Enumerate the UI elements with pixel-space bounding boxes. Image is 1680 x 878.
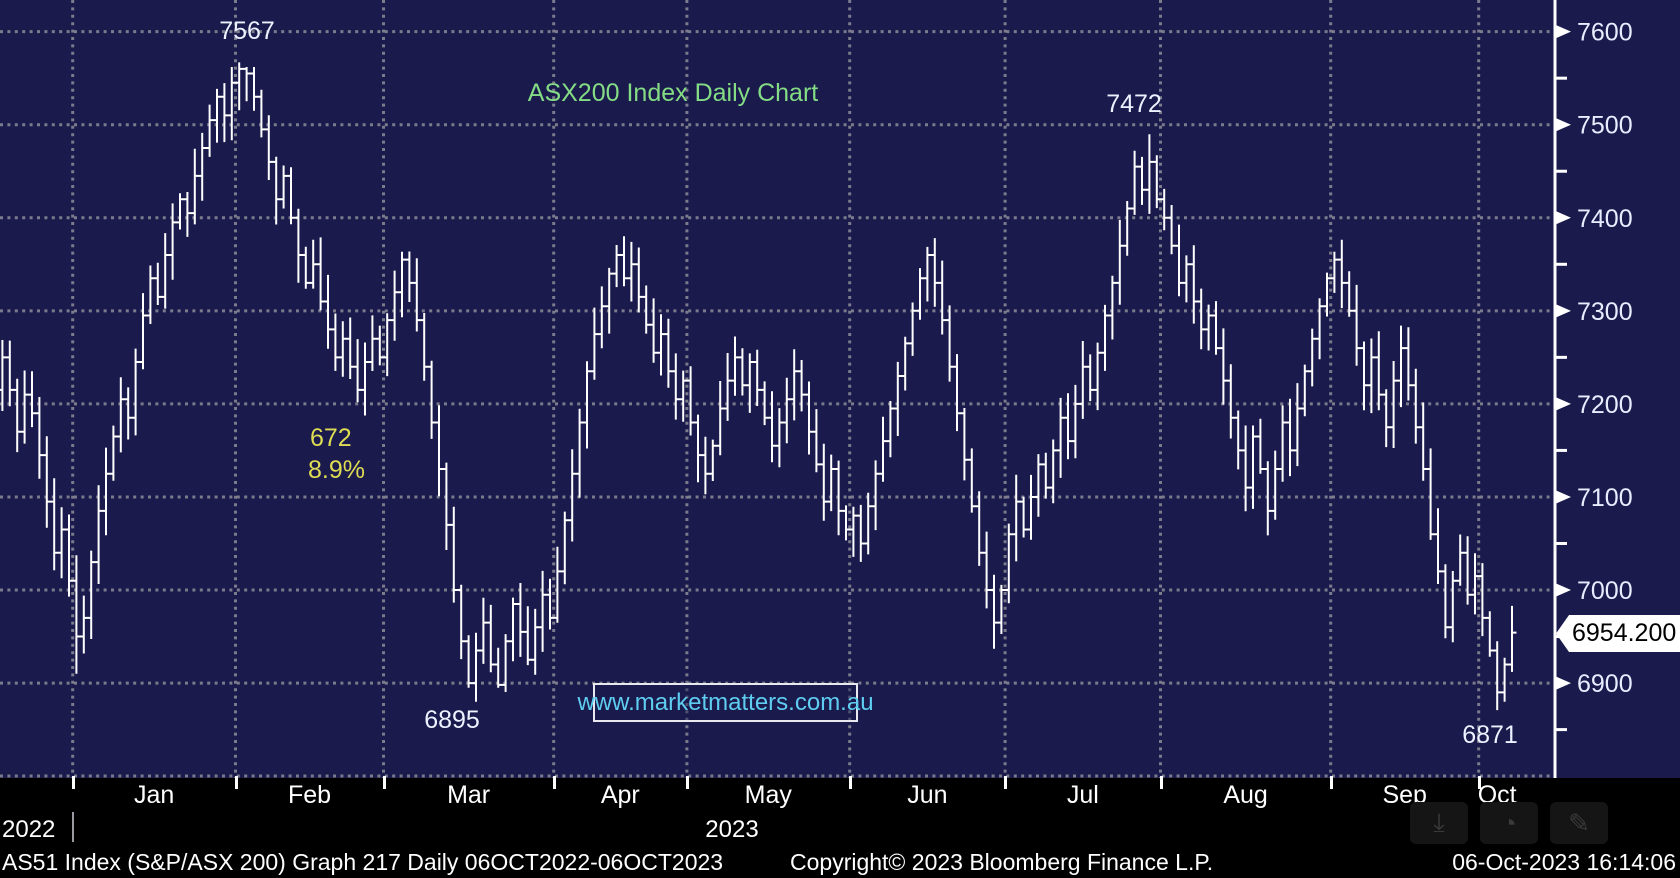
ohlc-chart: 7600 7500 7400 7300 7200 7100 7000 6900 (0, 0, 1633, 778)
month-boundary-tick (234, 776, 238, 789)
month-boundary-tick (1329, 776, 1333, 789)
download-icon[interactable]: ⤓ (1410, 802, 1468, 844)
y-axis-label: 7100 (1577, 484, 1633, 512)
bottom-panel: Jan Feb Mar Apr May Jun Jul Aug Sep Oct 2022 2023… (0, 776, 1680, 878)
annotation-feb-high: 7567 (219, 17, 275, 45)
month-boundary-tick (552, 776, 556, 789)
y-axis-arrow-tick (1555, 396, 1571, 411)
watermark-link[interactable]: www.marketmatters.com.au (577, 683, 874, 722)
x-axis-month-label: Mar (447, 781, 491, 809)
annotation-oct-low: 6871 (1462, 721, 1518, 749)
y-axis-arrow-tick (1555, 117, 1571, 132)
y-axis-label: 7400 (1577, 205, 1633, 233)
status-copyright: Copyright© 2023 Bloomberg Finance L.P. (790, 849, 1214, 875)
y-axis-arrow-tick (1555, 583, 1571, 598)
annotation-decline-pct: 8.9% (308, 456, 365, 484)
month-boundary-tick (1159, 776, 1163, 789)
annotation-mar-low: 6895 (424, 706, 480, 734)
y-axis-label: 7000 (1577, 577, 1633, 605)
annotate-icon[interactable]: ✎ (1550, 802, 1608, 844)
x-axis-month-label: Feb (287, 781, 332, 809)
y-axis-label: 7500 (1577, 112, 1633, 140)
month-boundary-tick (848, 776, 852, 789)
status-security-info: AS51 Index (S&P/ASX 200) Graph 217 Daily… (2, 849, 724, 875)
x-axis-month-label: Jun (907, 781, 948, 809)
month-boundary-tick (1004, 776, 1008, 789)
y-axis-label: 7600 (1577, 19, 1633, 47)
x-axis-month-label: Jan (133, 781, 175, 809)
x-axis-month-label: May (744, 781, 792, 809)
month-boundary-tick (1477, 776, 1481, 789)
y-axis-arrow-tick (1555, 489, 1571, 504)
y-axis-arrow-tick (1555, 303, 1571, 318)
x-axis-month-label: Aug (1223, 781, 1268, 809)
chart-title: ASX200 Index Daily Chart (527, 79, 819, 107)
year-label-right: 2023 (705, 816, 759, 843)
y-axis-arrow-tick (1555, 676, 1571, 691)
y-axis-label: 7200 (1577, 391, 1633, 419)
annotation-decline-points: 672 (310, 424, 352, 452)
status-datetime: 06-Oct-2023 16:14:06 (1452, 849, 1676, 875)
month-boundary-tick (71, 776, 75, 789)
last-price-badge: 6954.200 (1556, 615, 1680, 652)
alarm-icon[interactable]: ◔ (1480, 802, 1538, 844)
x-axis-month-label: Jul (1066, 781, 1099, 809)
year-label-left: 2022 (2, 816, 56, 843)
month-boundary-tick (382, 776, 386, 789)
y-axis-arrow-tick (1555, 210, 1571, 225)
annotation-jul-high: 7472 (1106, 90, 1162, 118)
y-axis-label: 7300 (1577, 298, 1633, 326)
y-axis-label: 6900 (1577, 670, 1633, 698)
y-axis-arrow-tick (1555, 24, 1571, 39)
month-boundary-tick (685, 776, 689, 789)
toolbar-icons: ⤓ ◔ ✎ (1410, 802, 1608, 844)
year-separator (72, 812, 74, 842)
x-axis-month-label: Apr (600, 781, 640, 809)
price-bars (0, 62, 1517, 711)
